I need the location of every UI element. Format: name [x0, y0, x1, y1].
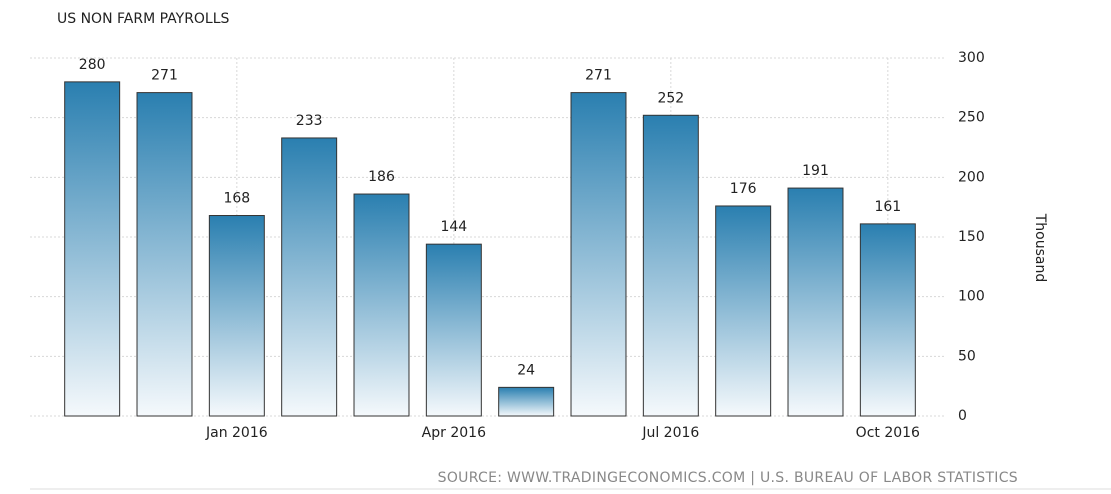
bar	[281, 137, 338, 417]
y-tick-label: 300	[958, 50, 985, 66]
data-label: 186	[368, 169, 395, 185]
data-label: 280	[79, 57, 106, 73]
bar	[136, 92, 193, 417]
y-axis-label: Thousand	[1032, 213, 1048, 283]
data-label: 161	[874, 199, 901, 215]
bar	[353, 193, 410, 417]
y-tick-label: 50	[958, 348, 976, 364]
x-tick-label: Jul 2016	[641, 425, 699, 441]
data-label: 24	[517, 362, 535, 378]
data-label: 271	[151, 68, 178, 84]
bar	[425, 243, 482, 417]
bar	[859, 223, 916, 417]
x-tick-label: Oct 2016	[856, 425, 920, 441]
data-label: 191	[802, 163, 829, 179]
data-label: 168	[223, 191, 250, 207]
y-tick-label: 100	[958, 289, 985, 305]
y-tick-label: 150	[958, 229, 985, 245]
data-label: 271	[585, 68, 612, 84]
data-label: 233	[296, 113, 323, 129]
bar	[642, 114, 699, 417]
y-tick-label: 250	[958, 110, 985, 126]
bar	[570, 92, 627, 417]
data-label: 176	[730, 181, 757, 197]
y-tick-label: 200	[958, 169, 985, 185]
x-tick-label: Jan 2016	[205, 425, 268, 441]
data-label: 144	[440, 219, 467, 235]
bar	[208, 215, 265, 417]
chart-title: US NON FARM PAYROLLS	[57, 11, 230, 27]
x-tick-label: Apr 2016	[422, 425, 486, 441]
bar	[787, 187, 844, 417]
data-label: 252	[657, 90, 684, 106]
bar	[715, 205, 772, 417]
y-tick-label: 0	[958, 408, 967, 424]
source: SOURCE: WWW.TRADINGECONOMICS.COM | U.S. …	[438, 470, 1018, 486]
bar	[498, 386, 555, 417]
bar	[64, 81, 121, 417]
